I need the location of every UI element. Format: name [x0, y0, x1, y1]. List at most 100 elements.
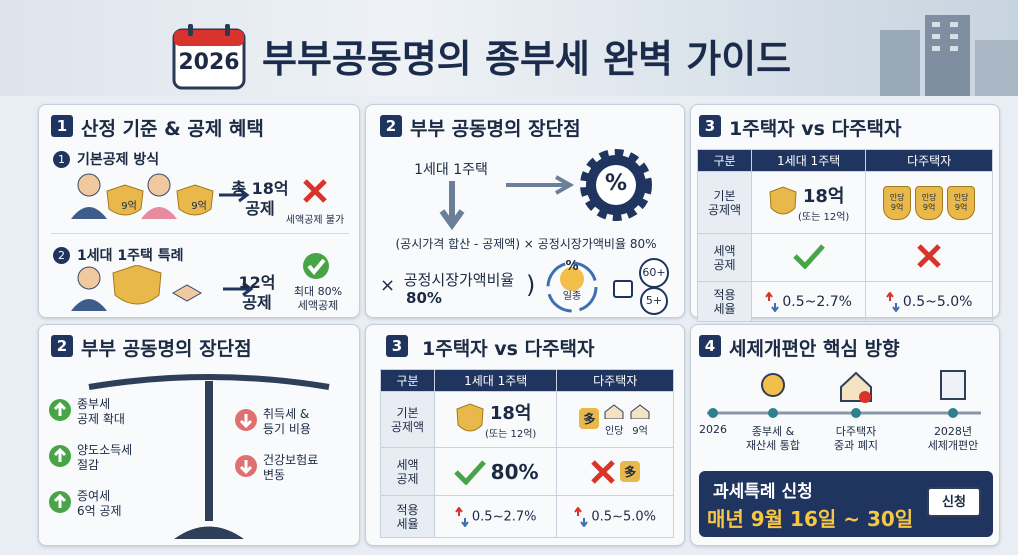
- pros-text: 6억 공제: [77, 504, 122, 518]
- label-line: 세액: [396, 457, 419, 472]
- path: [53, 401, 67, 416]
- note: 세액공제 불가: [285, 215, 345, 226]
- tbody: 구분 1세대 1주택 다주택자 기본 공제액 18억 (또는 12억) 인당 9억 인당 9억…: [697, 149, 993, 322]
- reform-panel: 4 세제개편안 핵심 방향 과세특례 신청 매년 9월 16일 ~ 30일 신청…: [690, 324, 1000, 546]
- credit: 80%: [490, 459, 539, 484]
- shield: 인당 9억: [947, 185, 976, 220]
- arrow: [53, 493, 67, 508]
- circle: [147, 173, 171, 197]
- cell: 0.5~2.7%: [750, 281, 867, 322]
- house: 인당: [603, 403, 625, 437]
- circle: [708, 408, 718, 418]
- cycle-label: 일종: [562, 291, 582, 302]
- proscons-panel: 2 부부 공동명의 장단점 종부세 공제 확대 양도소득세 절감 증여세 6억 공제 취득세…: [38, 324, 360, 546]
- row-label: 기본 공제액: [697, 171, 752, 234]
- path: [239, 460, 253, 475]
- path: [307, 258, 326, 276]
- pros-text: 절감: [77, 458, 100, 472]
- rect: [940, 370, 966, 400]
- rate: 0.5~2.7%: [471, 509, 537, 524]
- panel-number: 3: [386, 335, 408, 357]
- arrows: [439, 175, 575, 231]
- rate: 0.5~2.7%: [782, 293, 852, 310]
- rect: [950, 34, 958, 39]
- rect: [925, 15, 970, 96]
- path: [456, 402, 484, 431]
- label-line: 적용: [713, 287, 736, 302]
- gear-icon: [580, 149, 652, 221]
- cell: 인당 9억 인당 9억 인당 9억: [865, 171, 993, 234]
- cell: [865, 233, 993, 282]
- arrow: [53, 447, 67, 462]
- panel-title: 세제개편안 핵심 방향: [729, 338, 900, 360]
- check-icon: [792, 244, 825, 270]
- updown-icon: [886, 290, 903, 313]
- panel-number: 3: [699, 115, 721, 137]
- shield-label: 9억: [890, 202, 904, 212]
- shield: [769, 185, 797, 214]
- ratio: 공정시장가액비율: [403, 271, 515, 289]
- rect: [932, 46, 940, 51]
- note: 세액공제: [297, 299, 339, 312]
- badge-circles: [613, 258, 669, 315]
- calendar-icon: [172, 24, 246, 90]
- shield: [456, 402, 484, 431]
- shield: 인당 9억: [915, 185, 944, 220]
- pros-text: 양도소득세: [77, 443, 133, 457]
- cell: 多: [556, 447, 674, 496]
- label-line: 공제액: [707, 202, 742, 217]
- rect: [225, 24, 230, 36]
- row-label: 적용 세율: [697, 281, 752, 322]
- skyline: [880, 15, 1018, 96]
- cell: 多 인당 9억: [556, 391, 674, 448]
- cons-icon: [235, 409, 257, 431]
- pros-icon: [49, 445, 71, 467]
- rect: [932, 34, 940, 39]
- row-label: 적용 세율: [380, 495, 435, 538]
- cell: 0.5~5.0%: [556, 495, 674, 538]
- label-line: 기본: [396, 405, 419, 420]
- timeline-label: 재산세 통합: [745, 439, 801, 452]
- circle: [859, 391, 871, 403]
- path: [106, 184, 144, 216]
- panel-title: 부부 공동명의 장단점: [410, 118, 581, 140]
- rect: [205, 381, 213, 521]
- row: 적용 세율 0.5~2.7% 0.5~5.0%: [697, 281, 993, 322]
- label-line: 세액: [713, 243, 736, 258]
- cell: 0.5~2.7%: [433, 495, 558, 538]
- header-cell: 1세대 1주택: [433, 369, 558, 392]
- amount: 18억 (또는 12억): [798, 182, 849, 223]
- header-cell: 다주택자: [556, 369, 674, 392]
- circle: [77, 266, 101, 290]
- panel-number: 2: [51, 335, 73, 357]
- cell: [750, 233, 867, 282]
- header-cell: 구분: [380, 369, 435, 392]
- updown-icon: [455, 505, 472, 528]
- item-number: 2: [53, 247, 70, 264]
- owner-icons: [71, 265, 203, 311]
- house-icon: [630, 403, 650, 419]
- apply-button[interactable]: 신청: [927, 487, 981, 517]
- check-icon: [303, 253, 329, 279]
- house: 9억: [629, 403, 651, 437]
- header-row: 구분 1세대 1주택 다주택자: [380, 369, 674, 392]
- badge-text: 60+: [642, 266, 666, 279]
- row: 적용 세율 0.5~2.7% 0.5~5.0%: [380, 495, 674, 538]
- rate: 0.5~5.0%: [902, 293, 973, 310]
- row: 세액 공제 80% 多: [380, 447, 674, 496]
- label-line: 공제: [713, 257, 736, 272]
- circle: [640, 287, 668, 315]
- compare-table: 구분 1세대 1주택 다주택자 기본 공제액 18억 (또는 12억) 多 인당 9억 …: [380, 369, 674, 538]
- compare-panel: 3 1주택자 vs 다주택자 구분 1세대 1주택 다주택자 기본 공제액 18억 (또…: [690, 104, 1000, 322]
- timeline-label: 2028년: [933, 425, 973, 438]
- header-cell: 다주택자: [865, 149, 993, 172]
- rect: [174, 30, 244, 46]
- path: [604, 403, 624, 419]
- formula-panel: 2 부부 공동명의 장단점 1세대 1주택 % (공시가격 합산 - 공제액) …: [365, 104, 685, 318]
- house-label: 인당: [605, 425, 624, 437]
- operator: ): [526, 271, 536, 299]
- timeline: [707, 370, 981, 418]
- result: 총 18억: [231, 179, 289, 198]
